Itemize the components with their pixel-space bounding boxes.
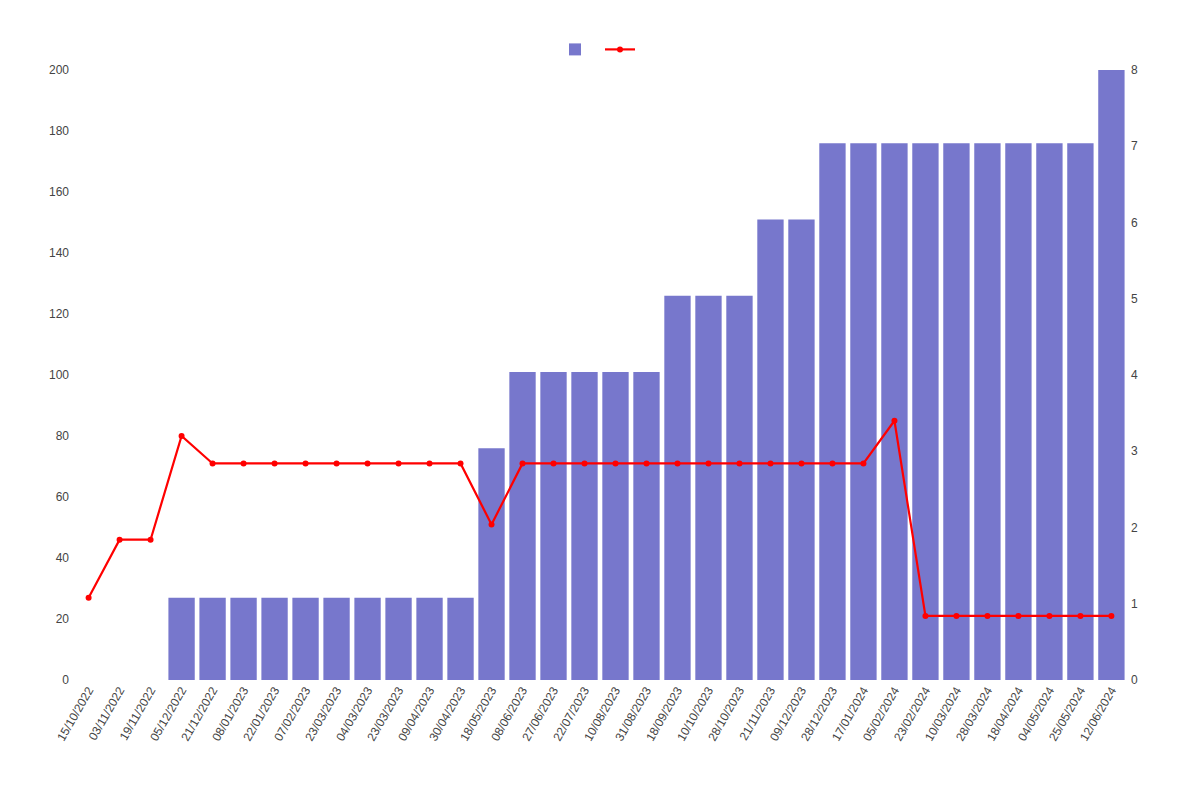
svg-text:18/04/2024: 18/04/2024 [984, 684, 1026, 743]
svg-text:160: 160 [49, 185, 69, 199]
svg-text:27/06/2023: 27/06/2023 [519, 684, 561, 743]
svg-text:3: 3 [1131, 444, 1138, 458]
svg-text:2: 2 [1131, 521, 1138, 535]
svg-text:7: 7 [1131, 139, 1138, 153]
svg-text:22/07/2023: 22/07/2023 [550, 684, 592, 743]
svg-text:4: 4 [1131, 368, 1138, 382]
svg-text:04/05/2024: 04/05/2024 [1015, 684, 1057, 743]
svg-text:19/11/2022: 19/11/2022 [117, 684, 159, 743]
svg-text:30/04/2023: 30/04/2023 [426, 684, 468, 743]
svg-text:140: 140 [49, 246, 69, 260]
svg-text:120: 120 [49, 307, 69, 321]
svg-text:28/12/2023: 28/12/2023 [798, 684, 840, 743]
svg-text:60: 60 [56, 490, 70, 504]
svg-text:05/02/2024: 05/02/2024 [860, 684, 902, 743]
svg-text:180: 180 [49, 124, 69, 138]
svg-text:08/06/2023: 08/06/2023 [488, 684, 530, 743]
svg-text:5: 5 [1131, 292, 1138, 306]
svg-text:28/10/2023: 28/10/2023 [705, 684, 747, 743]
svg-text:0: 0 [1131, 673, 1138, 687]
svg-text:10/03/2024: 10/03/2024 [922, 684, 964, 743]
svg-text:10/10/2023: 10/10/2023 [674, 684, 716, 743]
svg-text:03/11/2022: 03/11/2022 [86, 684, 128, 743]
svg-text:23/02/2024: 23/02/2024 [891, 684, 933, 743]
svg-text:100: 100 [49, 368, 69, 382]
svg-text:18/05/2023: 18/05/2023 [457, 684, 499, 743]
svg-text:18/09/2023: 18/09/2023 [643, 684, 685, 743]
svg-text:09/12/2023: 09/12/2023 [767, 684, 809, 743]
svg-text:22/01/2023: 22/01/2023 [240, 684, 282, 743]
svg-text:21/12/2022: 21/12/2022 [178, 684, 220, 743]
svg-text:15/10/2022: 15/10/2022 [54, 684, 96, 743]
svg-text:20: 20 [56, 612, 70, 626]
svg-text:31/08/2023: 31/08/2023 [612, 684, 654, 743]
svg-text:28/03/2024: 28/03/2024 [953, 684, 995, 743]
svg-text:80: 80 [56, 429, 70, 443]
svg-text:04/03/2023: 04/03/2023 [333, 684, 375, 743]
svg-text:05/12/2022: 05/12/2022 [147, 684, 189, 743]
svg-text:17/01/2024: 17/01/2024 [829, 684, 871, 743]
svg-text:40: 40 [56, 551, 70, 565]
svg-text:1: 1 [1131, 597, 1138, 611]
svg-text:10/08/2023: 10/08/2023 [581, 684, 623, 743]
svg-text:12/06/2024: 12/06/2024 [1077, 684, 1119, 743]
svg-text:0: 0 [62, 673, 69, 687]
svg-text:6: 6 [1131, 216, 1138, 230]
svg-text:25/05/2024: 25/05/2024 [1046, 684, 1088, 743]
svg-text:07/02/2023: 07/02/2023 [271, 684, 313, 743]
svg-text:200: 200 [49, 63, 69, 77]
svg-text:09/04/2023: 09/04/2023 [395, 684, 437, 743]
svg-text:08/01/2023: 08/01/2023 [209, 684, 251, 743]
svg-text:23/03/2023: 23/03/2023 [364, 684, 406, 743]
svg-text:23/03/2023: 23/03/2023 [302, 684, 344, 743]
svg-text:8: 8 [1131, 63, 1138, 77]
svg-text:21/11/2023: 21/11/2023 [737, 684, 779, 743]
